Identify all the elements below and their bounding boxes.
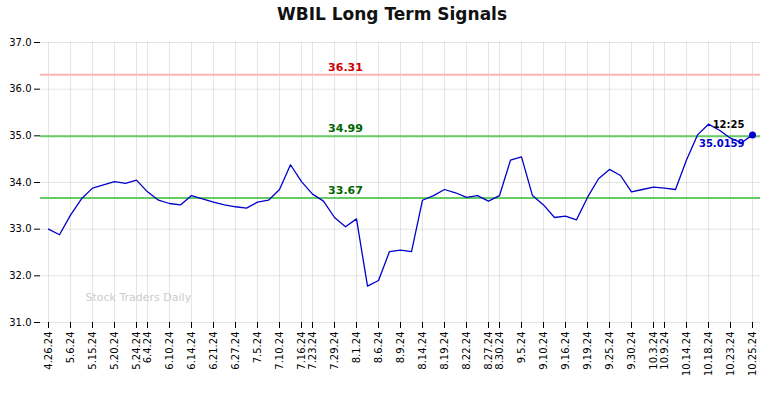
svg-text:8.6.24: 8.6.24 — [373, 332, 384, 364]
svg-text:8.22.24: 8.22.24 — [461, 332, 472, 370]
svg-text:33.67: 33.67 — [328, 184, 363, 197]
svg-text:9.10.24: 9.10.24 — [538, 332, 549, 370]
svg-text:6.4.24: 6.4.24 — [142, 332, 153, 364]
svg-text:5.20.24: 5.20.24 — [109, 332, 120, 370]
svg-text:10.18.24: 10.18.24 — [703, 332, 714, 377]
svg-text:5.6.24: 5.6.24 — [65, 332, 76, 364]
svg-text:8.30.24: 8.30.24 — [494, 332, 505, 370]
svg-text:Stock Traders Daily: Stock Traders Daily — [86, 291, 192, 304]
svg-text:9.25.24: 9.25.24 — [604, 332, 615, 370]
svg-text:10.14.24: 10.14.24 — [681, 332, 692, 377]
svg-text:7.10.24: 7.10.24 — [274, 332, 285, 370]
svg-text:7.23.24: 7.23.24 — [307, 332, 318, 370]
svg-text:10.9.24: 10.9.24 — [659, 332, 670, 370]
svg-text:8.9.24: 8.9.24 — [395, 332, 406, 364]
svg-text:7.29.24: 7.29.24 — [329, 332, 340, 370]
svg-text:10.25.24: 10.25.24 — [747, 332, 758, 377]
svg-text:4.26.24: 4.26.24 — [43, 332, 54, 370]
svg-text:9.5.24: 9.5.24 — [516, 332, 527, 364]
svg-text:7.16.24: 7.16.24 — [296, 332, 307, 370]
svg-text:5.15.24: 5.15.24 — [87, 332, 98, 370]
svg-text:36.31: 36.31 — [328, 61, 363, 74]
svg-text:34.0: 34.0 — [9, 177, 31, 188]
svg-text:10.3.24: 10.3.24 — [648, 332, 659, 370]
svg-text:32.0: 32.0 — [9, 270, 31, 281]
svg-text:8.27.24: 8.27.24 — [483, 332, 494, 370]
svg-text:5.24.24: 5.24.24 — [131, 332, 142, 370]
svg-text:9.30.24: 9.30.24 — [626, 332, 637, 370]
svg-text:7.5.24: 7.5.24 — [252, 332, 263, 364]
html-text:WBIL Long Term Signals: WBIL Long Term Signals — [276, 4, 508, 24]
svg-text:8.19.24: 8.19.24 — [439, 332, 450, 370]
svg-text:37.0: 37.0 — [9, 37, 31, 48]
svg-text:9.19.24: 9.19.24 — [582, 332, 593, 370]
svg-text:6.27.24: 6.27.24 — [230, 332, 241, 370]
svg-text:35.0159: 35.0159 — [699, 138, 745, 149]
svg-text:8.14.24: 8.14.24 — [417, 332, 428, 370]
svg-text:6.14.24: 6.14.24 — [186, 332, 197, 370]
svg-text:6.21.24: 6.21.24 — [208, 332, 219, 370]
svg-text:10.23.24: 10.23.24 — [725, 332, 736, 377]
svg-text:31.0: 31.0 — [9, 317, 31, 328]
svg-text:34.99: 34.99 — [328, 122, 363, 135]
svg-text:8.1.24: 8.1.24 — [351, 332, 362, 364]
svg-text:33.0: 33.0 — [9, 223, 31, 234]
svg-text:35.0: 35.0 — [9, 130, 31, 141]
svg-text:36.0: 36.0 — [9, 83, 31, 94]
svg-text:6.10.24: 6.10.24 — [164, 332, 175, 370]
svg-text:12:25: 12:25 — [713, 119, 745, 130]
svg-text:9.16.24: 9.16.24 — [560, 332, 571, 370]
